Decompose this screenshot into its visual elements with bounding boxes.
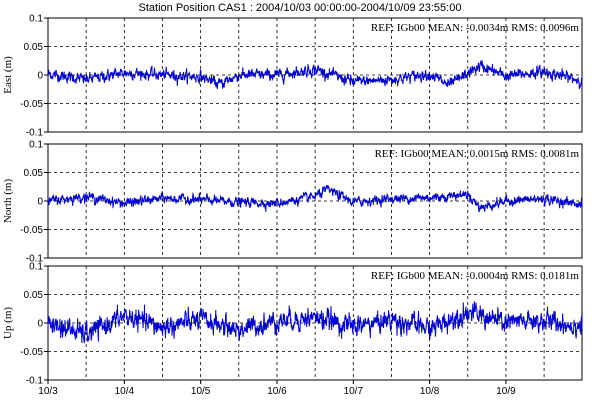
y-tick-label: -0.05 [20, 347, 43, 358]
series-line-1 [47, 59, 583, 90]
x-tick-label: 10/4 [115, 386, 135, 397]
y-tick-label: 0.1 [29, 262, 43, 273]
series-line-2 [47, 185, 583, 213]
x-tick-label: 10/3 [38, 386, 58, 397]
panels: 0.1 0.05 0 -0.05 -0.1 East (m) REF: IGb00 MEAN… [2, 14, 583, 387]
stats-annotation: REF: IGb00 MEAN: -0.0004m RMS: 0.0181m [371, 270, 580, 282]
y-tick-label: 0.1 [29, 140, 43, 151]
y-tick-label: -0.1 [26, 376, 44, 387]
chart-title: Station Position CAS1 : 2004/10/03 00:00… [139, 2, 462, 14]
y-tick-label: -0.05 [20, 225, 43, 236]
x-tick-label: 10/9 [496, 386, 516, 397]
x-tick-label: 10/5 [191, 386, 211, 397]
y-tick-label: 0.05 [24, 290, 44, 301]
stats-annotation: REF: IGb00 MEAN: -0.0034m RMS: 0.0096m [371, 22, 580, 34]
y-tick-label: 0 [37, 71, 43, 82]
y-tick-label: 0 [37, 197, 43, 208]
y-axis-label: North (m) [2, 179, 14, 224]
x-tick-label: 10/7 [344, 386, 364, 397]
y-axis-label: East (m) [2, 56, 14, 94]
stats-annotation: REF: IGb00 MEAN: 0.0015m RMS: 0.0081m [375, 148, 580, 160]
y-tick-label: 0.1 [29, 14, 43, 25]
x-tick-label: 10/6 [267, 386, 287, 397]
y-tick-label: 0.05 [24, 42, 44, 53]
y-tick-label: -0.1 [26, 128, 44, 139]
y-tick-label: -0.1 [26, 254, 44, 265]
panel-3: 0.1 0.05 0 -0.05 -0.1 Up (m) REF: IGb00 MEAN: … [2, 262, 583, 387]
y-tick-label: 0.05 [24, 168, 44, 179]
y-tick-label: 0 [37, 319, 43, 330]
panel-2: 0.1 0.05 0 -0.05 -0.1 North (m) REF: IGb00 MEA… [2, 140, 583, 265]
y-axis-label: Up (m) [2, 307, 14, 339]
y-tick-label: -0.05 [20, 99, 43, 110]
series-line-3 [47, 301, 583, 344]
panel-1: 0.1 0.05 0 -0.05 -0.1 East (m) REF: IGb00 MEAN… [2, 14, 583, 139]
x-tick-label: 10/8 [420, 386, 440, 397]
x-axis: 10/3 10/4 10/5 10/6 10/7 10/8 10/9 [38, 380, 516, 397]
